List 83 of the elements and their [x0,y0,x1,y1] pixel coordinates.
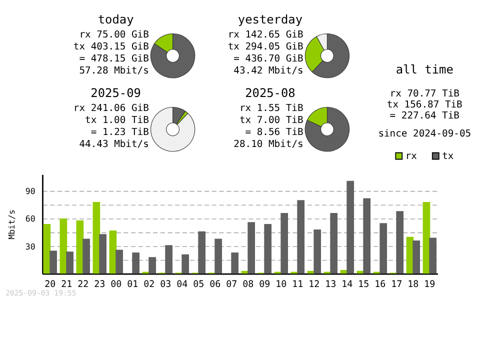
x-tick-label: 04 [176,278,188,290]
x-tick-label: 12 [308,278,320,290]
bar [198,231,206,274]
legend-label: tx [442,150,454,162]
bar [148,257,156,274]
x-tick-label: 20 [44,278,56,290]
y-axis-title: Mbit/s [6,210,16,240]
x-tick-label: 00 [110,278,122,290]
bar [297,200,305,274]
x-tick-label: 01 [127,278,138,290]
donut-slice [150,33,196,78]
x-tick-label: 02 [144,278,155,290]
y-tick-label: 30 [25,241,36,252]
bar [50,250,57,274]
text: tx 1.00 TiB [85,114,150,126]
legend-label: rx [405,150,418,162]
x-tick-label: 08 [242,278,254,290]
x-tick-label: 05 [193,278,204,290]
x-tick-label: 07 [226,278,238,290]
bar [60,218,68,274]
bar [380,223,388,274]
bar [99,234,106,274]
bar [132,252,140,274]
text: = 436.70 GiB [234,53,304,64]
x-tick-label: 16 [374,278,386,290]
text: = 1.23 TiB [90,126,150,138]
text: rx 70.77 TiB [390,88,460,100]
x-tick-label: 15 [358,278,370,290]
text: = 227.64 TiB [390,110,460,122]
x-tick-label: 17 [391,278,402,290]
bar [264,224,272,274]
text: tx 7.00 TiB [239,114,304,126]
text: 44.43 Mbit/s [79,138,149,150]
bar [248,222,256,274]
text: = 8.56 TiB [245,126,304,138]
x-tick-label: 19 [424,278,436,290]
x-tick-label: 14 [342,278,354,290]
text: all time [396,62,454,76]
text: 43.42 Mbit/s [234,65,304,76]
text: since 2024-09-05 [378,128,472,140]
chart-title: yesterday [238,12,303,27]
bar [412,240,420,274]
x-tick-label: 18 [408,278,419,290]
y-tick-label: 60 [25,214,36,224]
x-tick-label: 21 [61,278,72,290]
text: tx 294.05 GiB [228,41,304,52]
bar [280,212,288,274]
x-tick-label: 11 [292,278,304,290]
bar [116,250,123,274]
donut-slice [150,107,196,152]
x-tick-label: 06 [210,278,221,290]
text: 28.10 Mbit/s [234,138,304,150]
donut-slice [304,107,350,152]
chart-title: 2025-08 [245,86,296,100]
x-tick-label: 22 [78,278,89,290]
text: 57.28 Mbit/s [79,65,149,76]
text: = 478.15 GiB [79,53,150,64]
x-tick-label: 09 [259,278,270,290]
bar [429,238,437,274]
text: rx 1.55 TiB [239,102,304,114]
bar [330,212,338,274]
bar [396,211,404,274]
bar [66,252,74,274]
x-tick-label: 03 [160,278,172,290]
y-tick-label: 90 [25,186,36,196]
bar [363,198,371,274]
text: tx 403.15 GiB [73,41,150,52]
bar [82,238,90,274]
text: rx 75.00 GiB [79,29,150,40]
text: rx 142.65 GiB [228,29,304,40]
text: tx 156.87 TiB [386,99,463,110]
x-tick-label: 13 [325,278,336,290]
chart-title: 2025-09 [90,86,141,100]
x-tick-label: 23 [94,278,106,290]
bar [346,180,354,274]
bar [165,245,172,274]
x-tick-label: 10 [276,278,287,290]
text: rx 241.06 GiB [73,102,150,114]
chart-title: today [98,12,134,27]
bar [214,238,222,274]
bar [231,252,239,274]
bar [182,254,189,274]
bar [314,230,322,274]
